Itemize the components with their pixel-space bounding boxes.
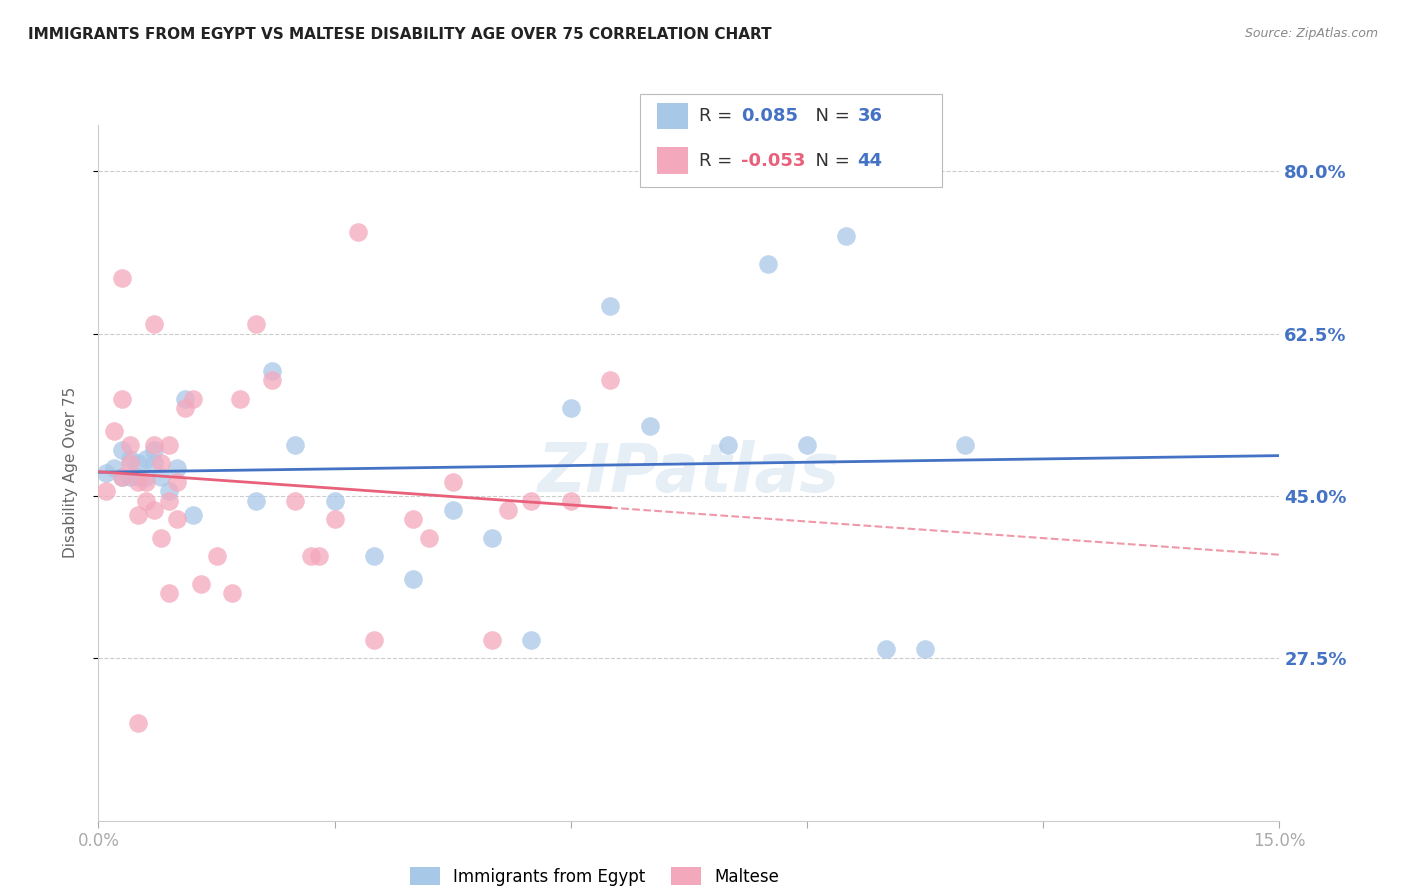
Point [118,470,141,484]
Point [142,503,165,517]
Point [157,586,180,600]
Point [181,392,204,406]
Point [118,457,141,471]
Point [142,442,165,457]
Point [441,475,464,489]
Point [520,632,543,647]
Text: N =: N = [804,152,856,169]
Text: Source: ZipAtlas.com: Source: ZipAtlas.com [1244,27,1378,40]
Point [103,461,125,475]
Point [229,392,252,406]
Point [308,549,330,564]
Point [205,549,228,564]
Point [142,438,165,452]
Text: -0.053: -0.053 [741,152,806,169]
Point [142,457,165,471]
Point [142,318,165,332]
Point [127,457,149,471]
Point [127,508,149,522]
Point [299,549,322,564]
Point [481,632,503,647]
Point [135,475,157,489]
Point [111,392,134,406]
Text: R =: R = [699,152,738,169]
Text: 36: 36 [858,107,883,125]
Point [638,419,661,434]
Point [560,401,582,415]
Point [111,271,134,285]
Point [520,493,543,508]
Point [181,508,204,522]
Point [135,451,157,466]
Point [323,512,346,526]
Text: N =: N = [804,107,856,125]
Point [260,373,283,387]
Point [418,531,440,545]
Point [118,438,141,452]
Point [127,475,149,489]
Point [496,503,519,517]
Point [127,716,149,731]
Point [96,484,118,499]
Point [260,364,283,378]
Point [914,642,936,657]
Point [111,470,134,484]
Point [111,470,134,484]
Point [174,401,197,415]
Point [717,438,740,452]
Point [599,373,621,387]
Point [150,470,173,484]
Point [402,573,425,587]
Point [166,461,188,475]
Point [135,470,157,484]
Point [599,299,621,313]
Point [150,531,173,545]
Point [560,493,582,508]
Point [363,549,385,564]
Point [135,493,157,508]
Point [127,470,149,484]
Point [157,438,180,452]
Point [96,466,118,480]
Point [118,451,141,466]
Point [363,632,385,647]
Point [157,484,180,499]
Text: 0.085: 0.085 [741,107,799,125]
Point [796,438,818,452]
Point [835,229,858,244]
Point [166,512,188,526]
Point [166,475,188,489]
Legend: Immigrants from Egypt, Maltese: Immigrants from Egypt, Maltese [404,861,786,892]
Point [157,493,180,508]
Text: IMMIGRANTS FROM EGYPT VS MALTESE DISABILITY AGE OVER 75 CORRELATION CHART: IMMIGRANTS FROM EGYPT VS MALTESE DISABIL… [28,27,772,42]
Point [875,642,897,657]
Point [111,442,134,457]
Point [221,586,243,600]
Point [245,318,267,332]
Point [284,438,307,452]
Point [150,457,173,471]
Text: R =: R = [699,107,738,125]
Point [441,503,464,517]
Y-axis label: Disability Age Over 75: Disability Age Over 75 [63,387,77,558]
Point [402,512,425,526]
Point [347,225,370,239]
Point [756,257,779,271]
Point [323,493,346,508]
Point [481,531,503,545]
Point [245,493,267,508]
Point [190,577,212,591]
Text: 44: 44 [858,152,883,169]
Point [174,392,197,406]
Point [953,438,976,452]
Point [103,424,125,438]
Point [284,493,307,508]
Text: ZIPatlas: ZIPatlas [538,440,839,506]
